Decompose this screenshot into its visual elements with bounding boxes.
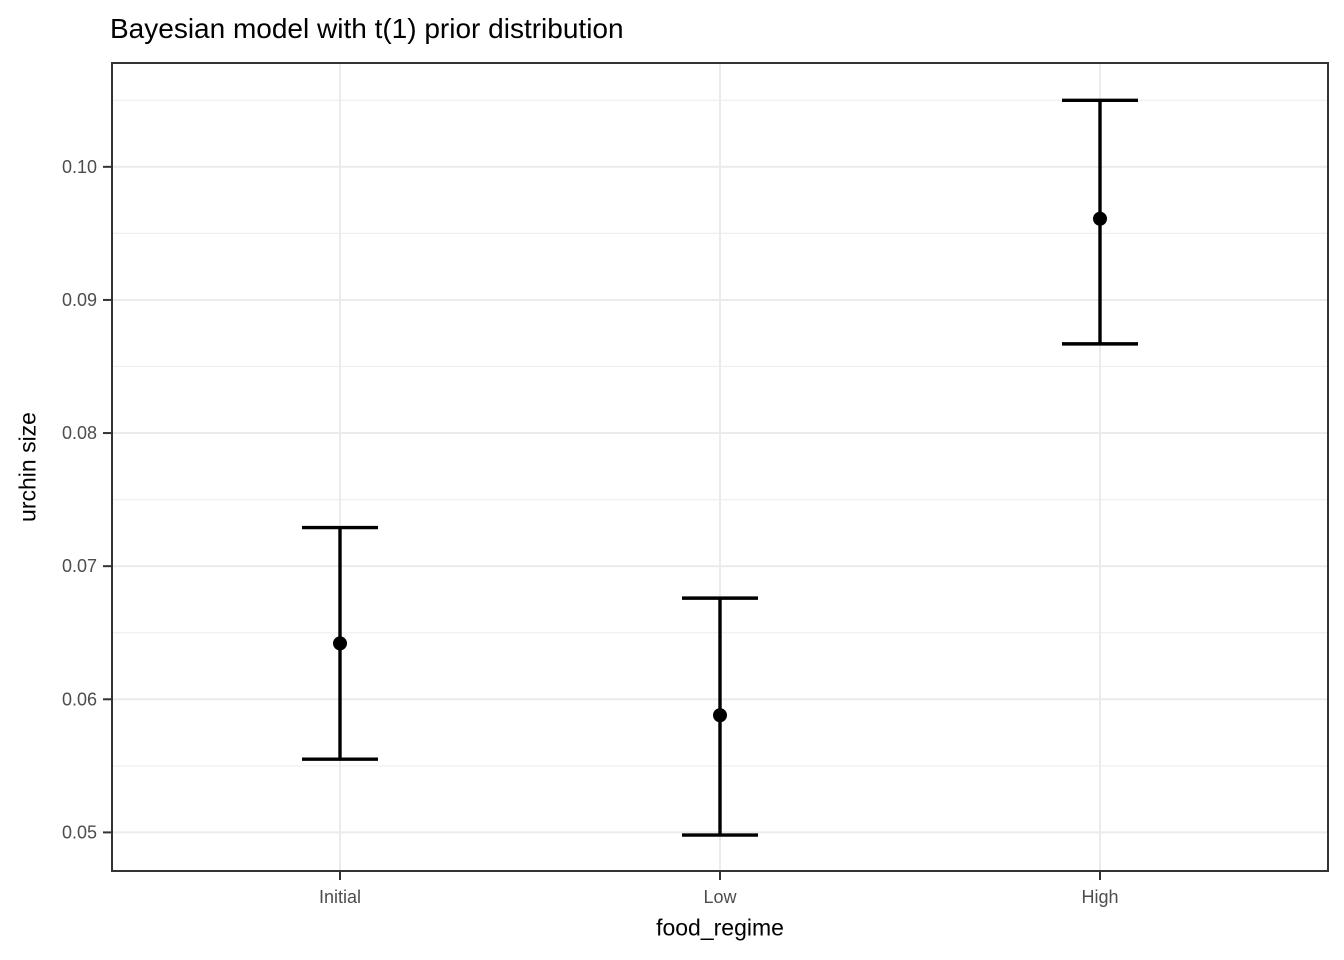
data-point-high: [1093, 211, 1107, 226]
x-tick-label-high: High: [1081, 887, 1118, 907]
y-tick-label: 0.06: [62, 689, 97, 709]
y-tick-label: 0.08: [62, 423, 97, 443]
x-tick-label-low: Low: [703, 887, 737, 907]
x-axis-title: food_regime: [656, 914, 784, 941]
y-tick-label: 0.05: [62, 822, 97, 842]
x-tick-label-initial: Initial: [319, 887, 361, 907]
y-tick-label: 0.07: [62, 556, 97, 576]
y-tick-label: 0.10: [62, 157, 97, 177]
data-point-low: [713, 708, 727, 723]
data-point-initial: [333, 636, 347, 651]
chart-title: Bayesian model with t(1) prior distribut…: [110, 13, 624, 44]
y-tick-label: 0.09: [62, 290, 97, 310]
